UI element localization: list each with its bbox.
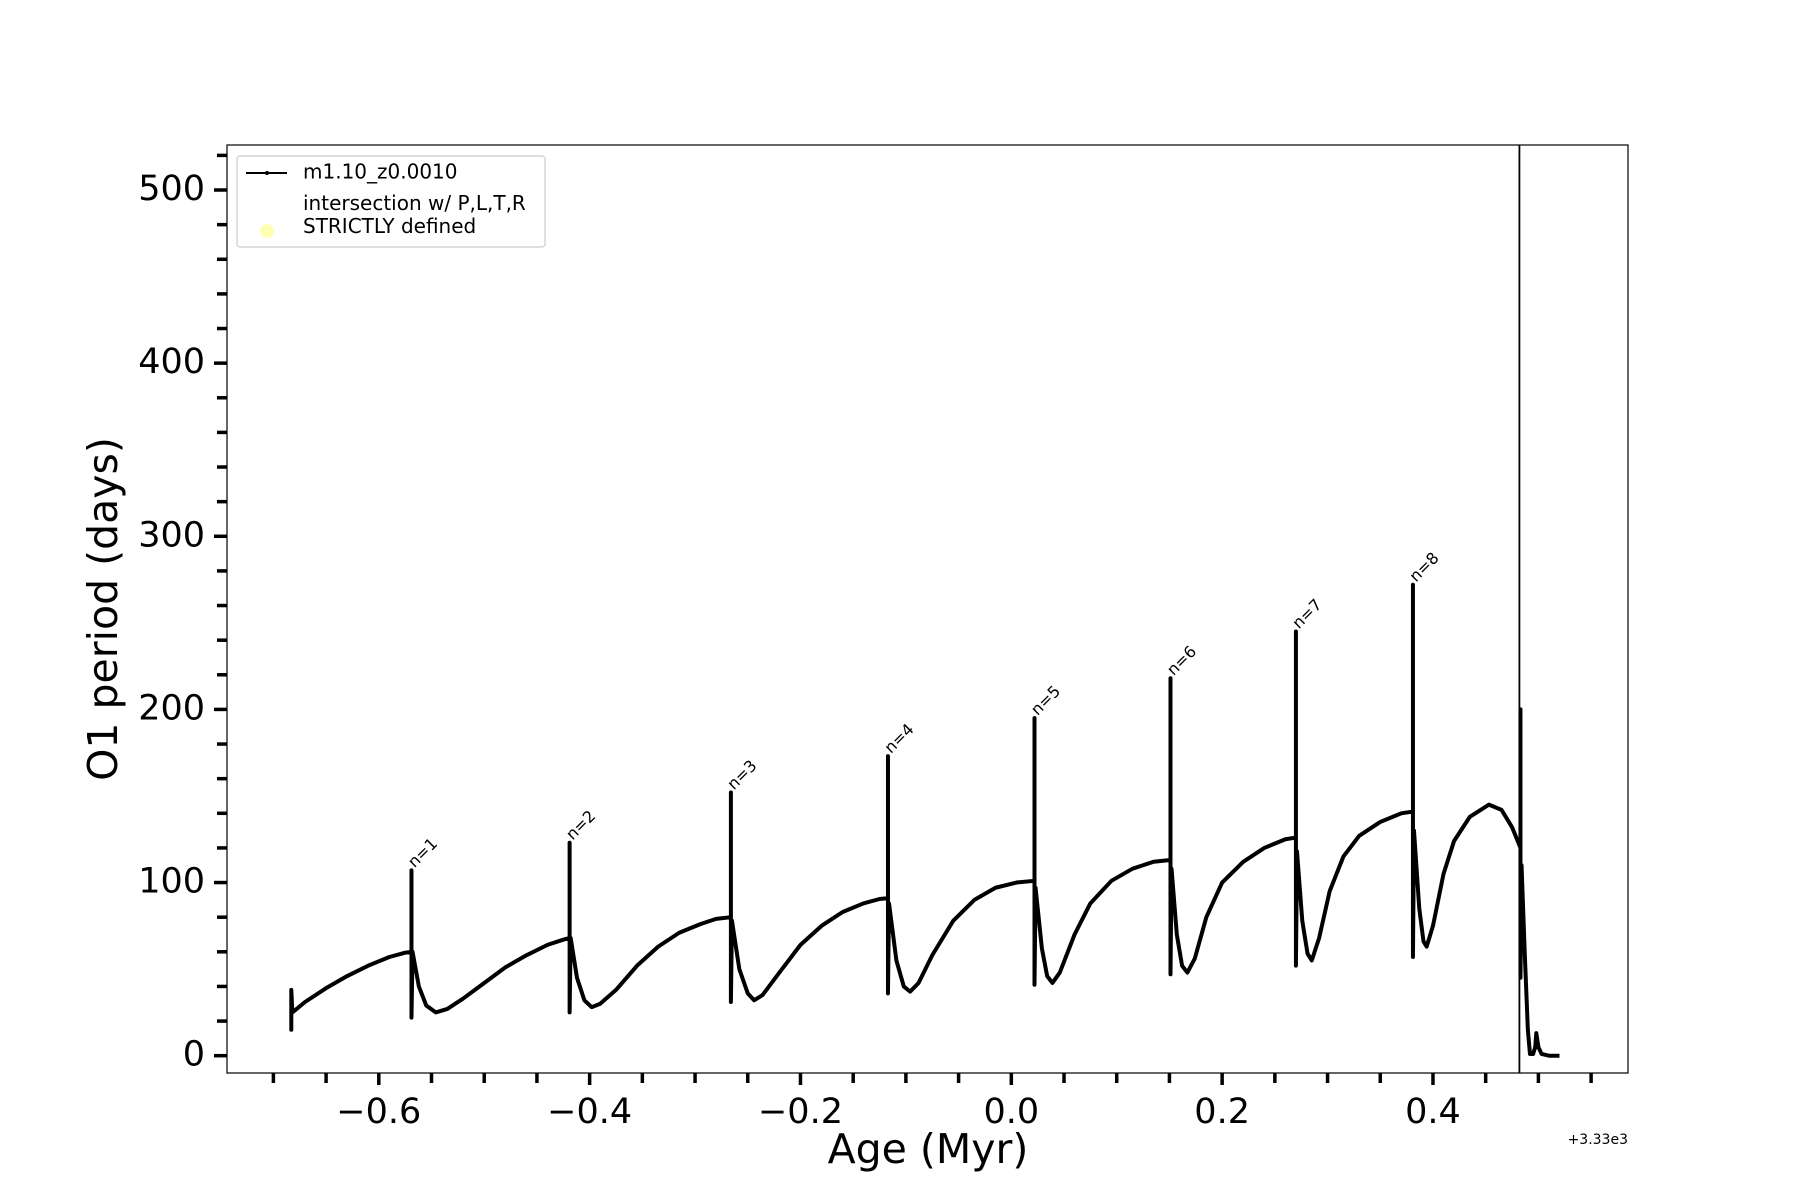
legend-box bbox=[236, 155, 546, 248]
y-tick-label: 200 bbox=[138, 688, 205, 728]
x-tick-label: −0.6 bbox=[336, 1092, 421, 1132]
legend-label: m1.10_z0.0010 bbox=[303, 160, 458, 184]
y-tick-label: 500 bbox=[138, 169, 205, 209]
y-axis-label: O1 period (days) bbox=[79, 437, 127, 781]
x-tick-label: 0.0 bbox=[983, 1092, 1039, 1132]
y-tick-label: 400 bbox=[138, 342, 205, 382]
y-tick-label: 300 bbox=[138, 515, 205, 555]
x-tick-label: −0.2 bbox=[758, 1092, 843, 1132]
y-tick-label: 100 bbox=[138, 862, 205, 902]
legend-label: intersection w/ P,L,T,R STRICTLY defined bbox=[303, 191, 526, 238]
legend-marker bbox=[265, 171, 269, 175]
legend-marker bbox=[260, 224, 274, 238]
x-offset-label: +3.33e3 bbox=[1568, 1132, 1628, 1148]
y-tick-label: 0 bbox=[183, 1035, 205, 1075]
x-axis-label: Age (Myr) bbox=[828, 1125, 1029, 1173]
x-tick-label: 0.4 bbox=[1405, 1092, 1461, 1132]
series-line bbox=[289, 582, 1560, 1058]
plot-frame bbox=[226, 144, 1629, 1074]
x-tick-label: −0.4 bbox=[547, 1092, 632, 1132]
plot-area bbox=[289, 582, 1560, 1058]
x-tick-label: 0.2 bbox=[1194, 1092, 1250, 1132]
